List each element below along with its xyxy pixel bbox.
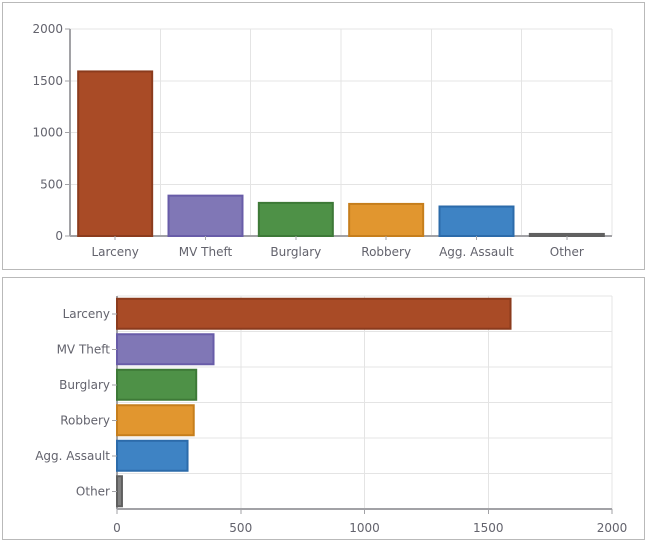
category-label-agg-assault: Agg. Assault (35, 449, 110, 463)
x-axis-tick-label: 0 (113, 521, 121, 535)
vertical-bar-chart-panel: 0 500 1000 1500 2000 Larceny MV Theft Burglary R… (2, 2, 645, 270)
horizontal-bar-chart-panel: 0 500 1000 1500 2000 Larceny MV Theft Burglary R… (2, 277, 645, 540)
category-label-larceny: Larceny (91, 245, 138, 259)
category-label-robbery: Robbery (361, 245, 411, 259)
bar-robbery[interactable] (116, 404, 195, 437)
x-axis-tick-label: 500 (229, 521, 252, 535)
category-label-burglary: Burglary (270, 245, 321, 259)
category-label-robbery: Robbery (60, 413, 110, 427)
bar-agg-assault[interactable] (438, 205, 515, 238)
category-label-mv-theft: MV Theft (57, 342, 111, 356)
category-label-larceny: Larceny (63, 307, 110, 321)
y-axis-tick-label: 1500 (32, 74, 63, 88)
vertical-bar-chart: 0 500 1000 1500 2000 Larceny MV Theft Burglary R… (32, 22, 613, 259)
x-axis-tick-label: 2000 (597, 521, 628, 535)
category-label-burglary: Burglary (59, 378, 110, 392)
category-label-other: Other (76, 484, 110, 498)
category-label-mv-theft: MV Theft (179, 245, 233, 259)
bar-burglary[interactable] (116, 368, 198, 401)
y-axis-tick-label: 500 (40, 177, 63, 191)
bar-larceny[interactable] (77, 70, 154, 237)
y-axis-tick-label: 0 (55, 229, 63, 243)
bar-burglary[interactable] (257, 201, 334, 238)
category-label-other: Other (550, 245, 584, 259)
bar-mv-theft[interactable] (116, 333, 215, 366)
y-axis-tick-label: 1000 (32, 126, 63, 140)
bar-larceny[interactable] (116, 297, 512, 330)
x-axis-tick-label: 1500 (473, 521, 504, 535)
y-axis-tick-label: 2000 (32, 22, 63, 36)
bar-mv-theft[interactable] (167, 194, 244, 237)
bar-other[interactable] (116, 475, 123, 508)
bar-agg-assault[interactable] (116, 439, 189, 472)
x-axis-tick-label: 1000 (349, 521, 380, 535)
horizontal-bar-chart: 0 500 1000 1500 2000 Larceny MV Theft Burglary R… (35, 295, 628, 535)
bar-other[interactable] (528, 232, 605, 237)
bar-robbery[interactable] (348, 202, 425, 237)
category-label-agg-assault: Agg. Assault (439, 245, 514, 259)
